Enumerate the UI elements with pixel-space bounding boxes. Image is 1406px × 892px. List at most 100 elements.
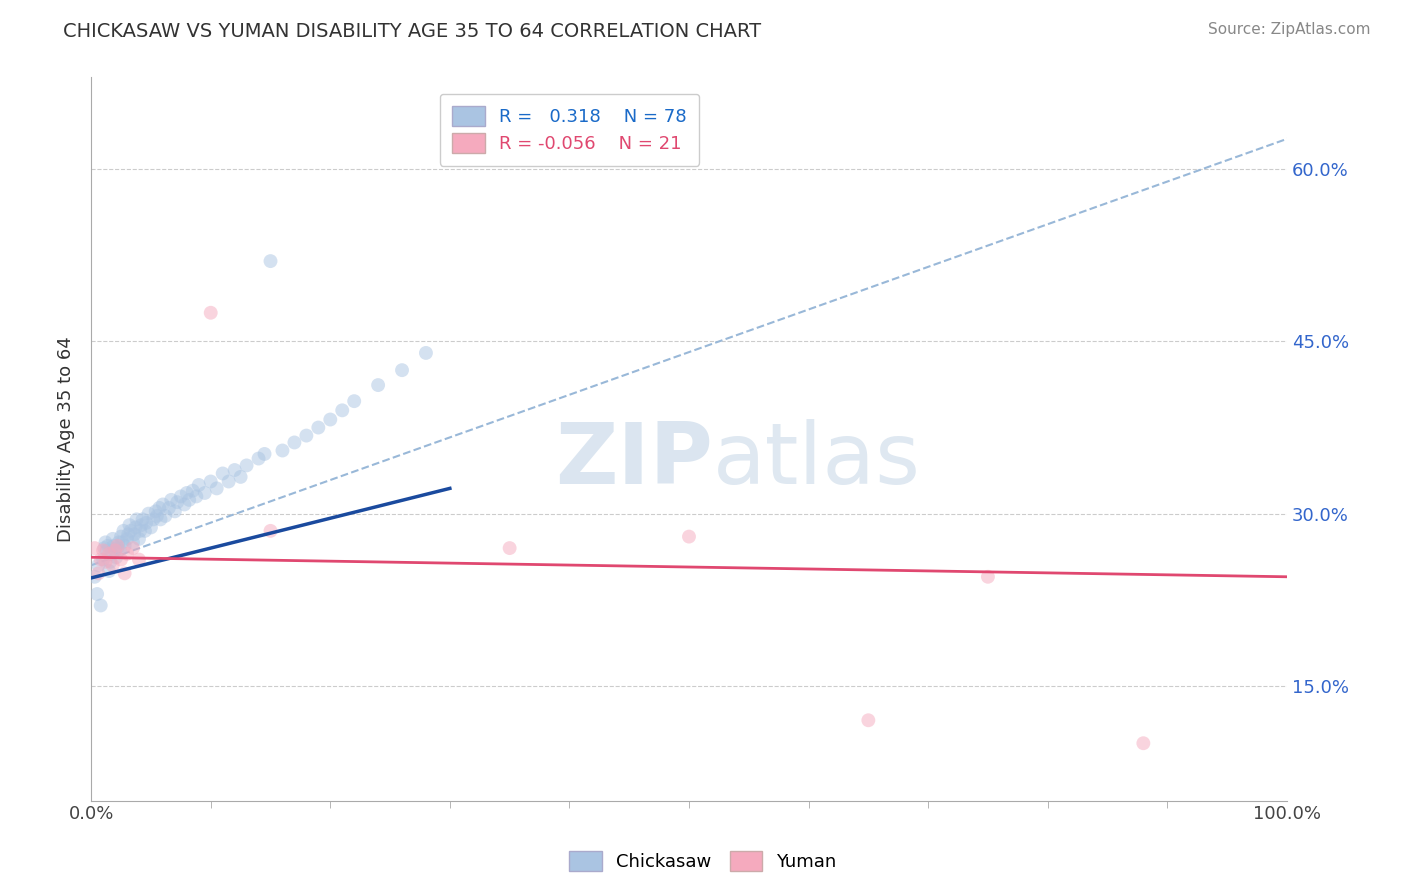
Point xyxy=(152,498,174,512)
Point xyxy=(110,530,132,544)
Point xyxy=(259,254,281,268)
Point xyxy=(124,520,146,534)
Point xyxy=(149,512,172,526)
Point xyxy=(112,524,135,538)
Point xyxy=(205,482,228,496)
Point xyxy=(122,535,145,549)
Point xyxy=(186,490,208,504)
Point xyxy=(1132,736,1154,750)
Point xyxy=(107,541,129,555)
Point xyxy=(415,346,437,360)
Point xyxy=(181,483,204,498)
Point xyxy=(977,570,1000,584)
Point xyxy=(253,447,276,461)
Point xyxy=(103,539,125,553)
Point xyxy=(200,475,222,489)
Point xyxy=(224,463,246,477)
Point xyxy=(98,555,121,569)
Point xyxy=(101,558,124,573)
Point xyxy=(858,713,880,727)
Point xyxy=(135,516,157,530)
Point xyxy=(97,539,120,553)
Point xyxy=(107,539,129,553)
Point xyxy=(173,498,195,512)
Point xyxy=(179,492,201,507)
Point xyxy=(114,566,136,581)
Point xyxy=(211,467,233,481)
Point xyxy=(678,530,700,544)
Point xyxy=(86,587,108,601)
Point xyxy=(129,524,152,538)
Point xyxy=(391,363,413,377)
Text: atlas: atlas xyxy=(713,419,921,502)
Point xyxy=(91,543,114,558)
Point xyxy=(139,520,162,534)
Point xyxy=(330,403,353,417)
Point xyxy=(107,535,129,549)
Point xyxy=(96,543,118,558)
Text: Source: ZipAtlas.com: Source: ZipAtlas.com xyxy=(1208,22,1371,37)
Point xyxy=(94,555,117,569)
Point xyxy=(104,543,127,558)
Point xyxy=(87,558,110,573)
Point xyxy=(128,532,150,546)
Point xyxy=(122,541,145,555)
Point xyxy=(104,543,127,558)
Point xyxy=(138,507,160,521)
Text: ZIP: ZIP xyxy=(555,419,713,502)
Point xyxy=(166,495,188,509)
Point xyxy=(91,552,114,566)
Point xyxy=(145,504,167,518)
Point xyxy=(87,566,110,581)
Point xyxy=(108,543,131,558)
Point xyxy=(117,527,139,541)
Point xyxy=(247,451,270,466)
Point xyxy=(131,518,153,533)
Point xyxy=(120,524,142,538)
Point xyxy=(229,470,252,484)
Point xyxy=(259,524,281,538)
Point xyxy=(105,550,128,565)
Text: CHICKASAW VS YUMAN DISABILITY AGE 35 TO 64 CORRELATION CHART: CHICKASAW VS YUMAN DISABILITY AGE 35 TO … xyxy=(63,22,762,41)
Point xyxy=(100,547,122,561)
Point xyxy=(148,500,170,515)
Point xyxy=(115,532,138,546)
Point xyxy=(235,458,257,473)
Point xyxy=(114,539,136,553)
Point xyxy=(98,547,121,561)
Point xyxy=(94,535,117,549)
Point xyxy=(155,508,177,523)
Point xyxy=(194,486,217,500)
Point xyxy=(200,306,222,320)
Point xyxy=(160,492,183,507)
Point xyxy=(367,378,389,392)
Point xyxy=(131,512,153,526)
Point xyxy=(157,500,180,515)
Point xyxy=(343,394,366,409)
Legend: Chickasaw, Yuman: Chickasaw, Yuman xyxy=(562,844,844,879)
Point xyxy=(170,490,193,504)
Point xyxy=(111,535,134,549)
Point xyxy=(134,524,156,538)
Point xyxy=(271,443,294,458)
Point xyxy=(142,512,165,526)
Point xyxy=(295,428,318,442)
Point xyxy=(163,504,186,518)
Point xyxy=(218,475,240,489)
Point xyxy=(93,541,115,555)
Point xyxy=(83,570,105,584)
Point xyxy=(110,552,132,566)
Point xyxy=(125,512,148,526)
Point xyxy=(90,599,112,613)
Point xyxy=(498,541,520,555)
Point xyxy=(101,532,124,546)
Point xyxy=(122,527,145,541)
Y-axis label: Disability Age 35 to 64: Disability Age 35 to 64 xyxy=(58,336,75,542)
Point xyxy=(146,508,169,523)
Point xyxy=(307,420,329,434)
Point xyxy=(90,552,112,566)
Point xyxy=(118,518,141,533)
Point xyxy=(115,547,138,561)
Point xyxy=(319,412,342,426)
Legend: R =   0.318    N = 78, R = -0.056    N = 21: R = 0.318 N = 78, R = -0.056 N = 21 xyxy=(440,94,699,166)
